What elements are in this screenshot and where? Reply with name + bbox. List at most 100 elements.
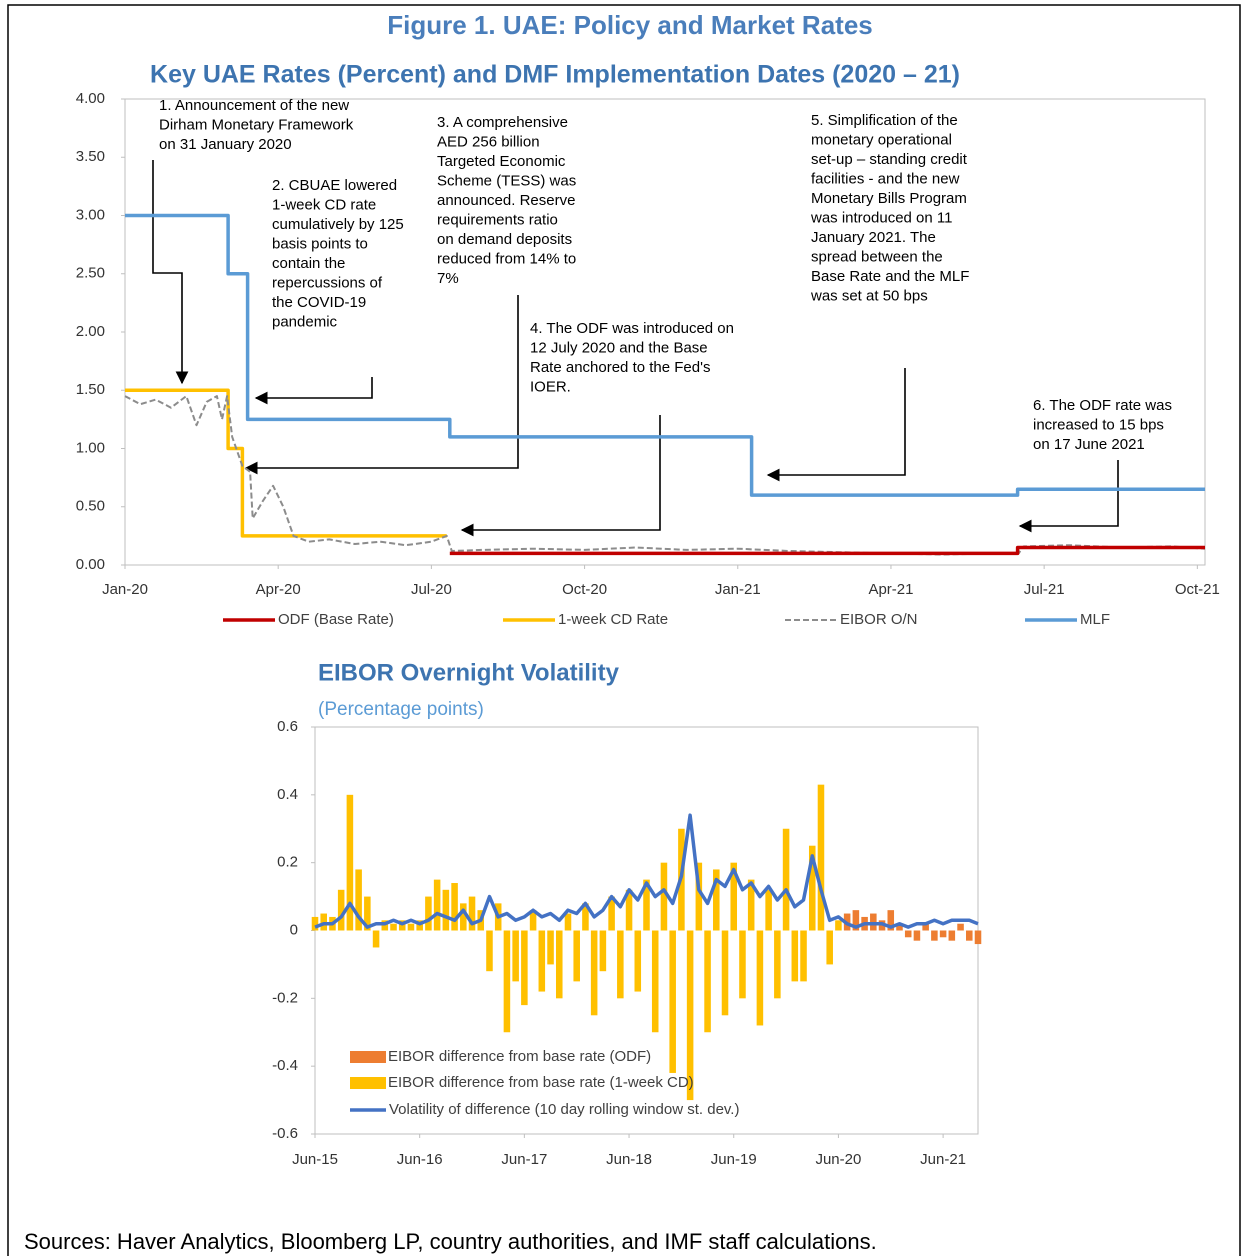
chart-title: Key UAE Rates (Percent) and DMF Implemen…: [150, 61, 960, 89]
bar: [625, 889, 633, 931]
bar: [887, 910, 895, 931]
bar: [913, 930, 921, 941]
legend-label: EIBOR O/N: [840, 611, 918, 628]
bar: [931, 930, 938, 941]
bar: [765, 889, 772, 931]
annotation: 12 July 2020 and the Base: [530, 339, 708, 356]
annotation: basis points to: [272, 235, 368, 252]
series-line: [314, 813, 979, 929]
legend-label: 1-week CD Rate: [558, 611, 668, 628]
legend-swatch: [350, 1077, 386, 1089]
bar: [817, 784, 825, 931]
y-tick-label: 2.00: [76, 323, 105, 340]
annotation: was set at 50 bps: [810, 287, 928, 304]
figure-title: Figure 1. UAE: Policy and Market Rates: [387, 10, 872, 40]
y-tick-label: -0.2: [272, 989, 298, 1006]
legend-label: MLF: [1080, 611, 1110, 628]
bar: [808, 845, 816, 931]
bar: [337, 889, 345, 931]
bar: [590, 930, 598, 1016]
bar: [407, 923, 415, 931]
arrow: [766, 368, 906, 482]
y-tick-label: -0.6: [272, 1125, 298, 1142]
annotation: announced. Reserve: [437, 192, 575, 209]
bar: [904, 930, 912, 938]
series-line: [449, 545, 1205, 556]
bar: [425, 896, 432, 931]
annotation: 2. CBUAE lowered: [272, 177, 397, 194]
annotation: January 2021. The: [811, 229, 936, 246]
annotation: 5. Simplification of the: [811, 112, 958, 129]
bar: [355, 869, 362, 931]
arrow: [460, 415, 661, 537]
x-tick-label: Jun-18: [606, 1151, 652, 1168]
annotation: pandemic: [272, 313, 338, 330]
annotation: 7%: [437, 270, 459, 287]
y-tick-label: 0.00: [76, 556, 105, 573]
annotation: cumulatively by 125: [272, 216, 404, 233]
bar: [974, 930, 982, 945]
bar: [721, 930, 729, 1016]
x-tick-label: Jun-19: [711, 1151, 757, 1168]
arrow: [1018, 460, 1119, 533]
bar: [486, 930, 493, 972]
legend-label: EIBOR difference from base rate (ODF): [388, 1048, 651, 1065]
bar: [939, 930, 947, 938]
source-note: Sources: Haver Analytics, Bloomberg LP, …: [24, 1229, 877, 1254]
legend-label: Volatility of difference (10 day rolling…: [389, 1101, 739, 1118]
bar: [835, 920, 842, 931]
bar: [468, 896, 476, 931]
annotation: Dirham Monetary Framework: [159, 116, 354, 133]
bar: [739, 930, 746, 999]
annotation: on 17 June 2021: [1033, 436, 1145, 453]
annotation: was introduced on 11: [810, 209, 952, 226]
bar: [521, 930, 528, 1006]
bar: [966, 930, 973, 941]
x-tick-label: Jun-17: [501, 1151, 547, 1168]
bar: [826, 930, 833, 965]
annotation: on 31 January 2020: [159, 136, 292, 153]
bar: [896, 923, 903, 931]
bar: [547, 930, 554, 965]
annotation: 3. A comprehensive: [437, 114, 568, 131]
x-tick-label: Jun-20: [815, 1151, 861, 1168]
annotation: Monetary Bills Program: [811, 190, 967, 207]
annotation: contain the: [272, 255, 345, 272]
bar: [564, 913, 572, 931]
x-tick-label: Oct-20: [562, 581, 607, 598]
arrow: [152, 160, 189, 385]
annotation: AED 256 billion: [437, 133, 540, 150]
series-line: [125, 213, 1205, 497]
x-tick-label: Jan-20: [102, 581, 148, 598]
bar: [948, 930, 956, 941]
x-tick-label: Jan-21: [715, 581, 761, 598]
frame: [7, 4, 1241, 1256]
x-tick-label: Oct-21: [1175, 581, 1220, 598]
annotation: reduced from 14% to: [437, 250, 576, 267]
y-tick-label: 3.00: [76, 206, 105, 223]
annotation: facilities - and the new: [811, 170, 960, 187]
arrow: [254, 377, 373, 405]
y-tick-label: 1.50: [76, 381, 105, 398]
bar: [433, 879, 441, 931]
bar: [686, 930, 694, 1101]
bar: [957, 923, 964, 931]
bar: [922, 923, 929, 931]
annotation: Base Rate and the MLF: [811, 268, 969, 285]
y-tick-label: 0: [290, 921, 298, 938]
bar: [529, 910, 537, 931]
bar: [852, 910, 860, 931]
bar: [791, 930, 799, 982]
bar: [660, 862, 668, 931]
y-tick-label: 4.00: [76, 90, 105, 107]
x-tick-label: Apr-20: [256, 581, 301, 598]
x-tick-label: Jul-20: [411, 581, 452, 598]
bar: [669, 930, 676, 1073]
bar: [512, 930, 519, 982]
bar: [782, 828, 790, 931]
y-tick-label: 0.50: [76, 498, 105, 515]
bar: [651, 930, 659, 1033]
annotation: set-up – standing credit: [811, 151, 968, 168]
annotation-arrows: [152, 160, 1119, 537]
